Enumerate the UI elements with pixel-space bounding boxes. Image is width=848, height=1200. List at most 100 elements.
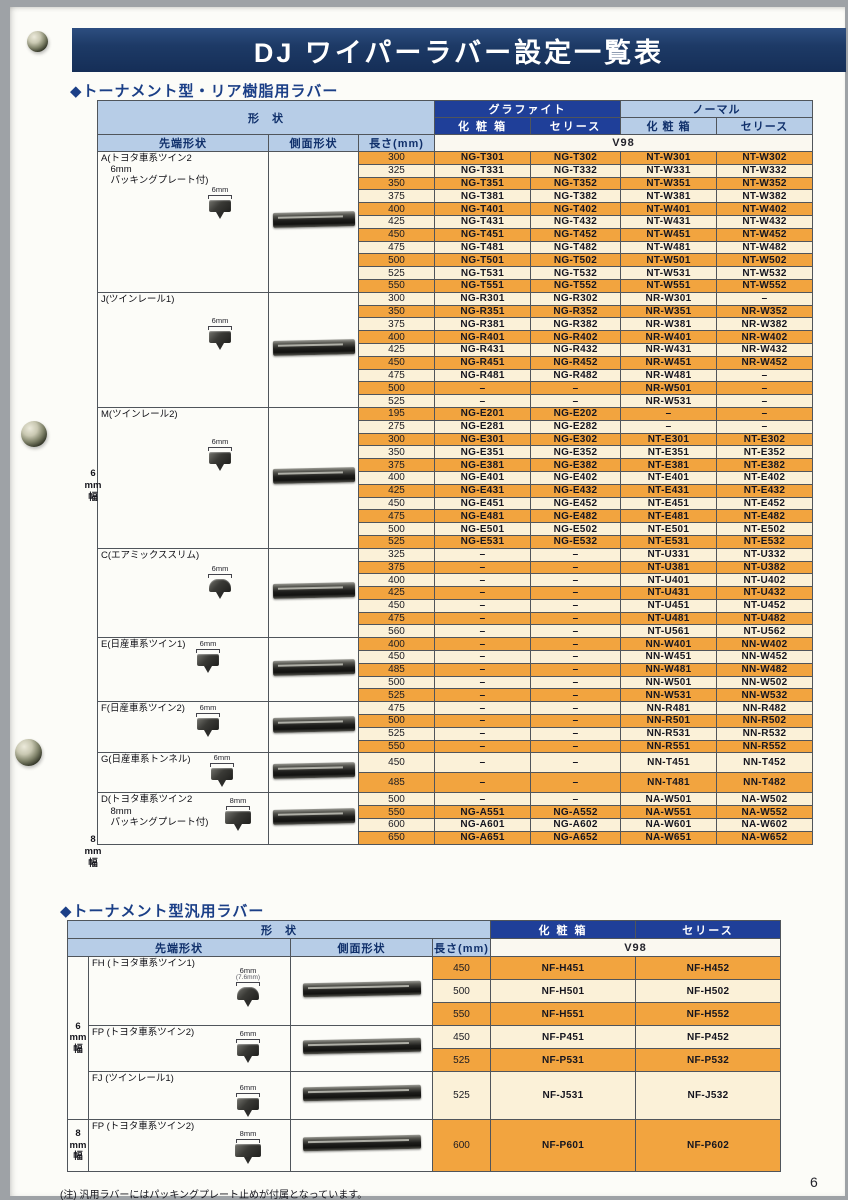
part-number-cell: NG-A652 <box>530 830 622 845</box>
part-number-cell: – <box>716 406 814 421</box>
side-shape-icon <box>272 658 355 676</box>
length-cell: 400 <box>357 470 436 485</box>
group-label: C(エアミックススリム) <box>101 549 200 561</box>
tip-shape-icon: 8mm <box>230 1130 266 1164</box>
part-number-cell: NT-W432 <box>716 214 814 229</box>
side-shape-cell <box>268 637 359 703</box>
width-group-label: 8 mm 幅 <box>67 1119 89 1172</box>
table-row: 400– – NT-U401 NT-U402 <box>98 573 814 588</box>
part-number-cell: NT-W401 <box>620 202 718 216</box>
table-row: 500 NF-H501 NF-H502 <box>68 979 781 1003</box>
length-cell: 450 <box>432 1025 491 1049</box>
table-row: 475 NG-T481 NG-T482 NT-W481 NT-W482 <box>98 240 814 255</box>
dimension-bracket <box>236 1092 260 1097</box>
part-number-cell: NT-W481 <box>620 240 718 255</box>
part-number-cell: NG-T482 <box>530 240 622 255</box>
general-rubber-table-body: 6 mm 幅 FH (トヨタ車系ツイン1) 6mm (7.6mm) 450 NF-H451… <box>67 956 781 1172</box>
part-number-cell: NG-A651 <box>434 830 532 845</box>
length-cell: 400 <box>357 202 436 216</box>
part-number-cell: NG-R481 <box>434 368 532 383</box>
page-title-banner: DJ ワイパーラバー設定一覧表 <box>72 28 846 72</box>
part-number-cell: NN-T451 <box>620 752 718 774</box>
part-number-cell: NG-T352 <box>530 176 622 191</box>
group-label: J(ツインレール1) <box>101 293 175 305</box>
part-number-cell: – <box>434 394 532 408</box>
tip-shape-cell: C(エアミックススリム) 6mm <box>97 547 269 639</box>
tip-shape-icon: 6mm <box>202 315 238 350</box>
part-number-cell: NG-T481 <box>434 240 532 255</box>
part-number-cell: NG-T501 <box>434 253 532 268</box>
length-cell: 450 <box>357 598 436 613</box>
part-number-cell: NT-W352 <box>716 176 814 191</box>
table-row: 375 NG-T381 NG-T382 NT-W381 NT-W382 <box>98 189 814 204</box>
side-shape-icon <box>272 338 355 356</box>
table-row: 525 NF-P531 NF-P532 <box>68 1048 781 1072</box>
table-row: 560– – NT-U561 NT-U562 <box>98 624 814 639</box>
part-number-cell: NG-R302 <box>530 291 622 306</box>
dimension-bracket <box>208 325 232 330</box>
part-number-cell: NT-E501 <box>620 522 718 536</box>
table-row: D(トヨタ車系ツイン2 8mm パッキングプレート付) 8mm 500– – NA-W5… <box>97 792 814 845</box>
length-cell: 475 <box>357 611 436 626</box>
length-cell: 525 <box>432 1071 491 1120</box>
width-dimension-label: 6mm <box>211 315 229 325</box>
side-shape-cell <box>290 956 433 1026</box>
part-number-cell: – <box>434 650 532 664</box>
length-cell: 350 <box>357 304 436 319</box>
header-length: 長さ(mm) <box>357 134 436 152</box>
dimension-bracket <box>208 194 232 199</box>
part-number-cell: NG-T431 <box>434 214 532 229</box>
part-number-cell: NT-W531 <box>620 266 718 280</box>
part-number-cell: NT-E502 <box>716 522 814 536</box>
part-number-cell: NN-W482 <box>716 662 814 677</box>
part-number-cell: NT-W451 <box>620 227 718 242</box>
part-number-cell: NG-T452 <box>530 227 622 242</box>
table-row: 500– – NN-R501 NN-R502 <box>98 714 814 728</box>
part-number-cell: NN-R502 <box>716 714 814 728</box>
table-row: 350 NG-E351 NG-E352 NT-E351 NT-E352 <box>98 445 814 460</box>
part-number-cell: NG-T301 <box>434 151 532 165</box>
header-graphite-sleeve: セリース <box>530 117 622 135</box>
part-number-cell: NT-W402 <box>716 202 814 216</box>
part-number-cell: NT-U432 <box>716 586 814 600</box>
tip-shape-icon: 6mm (7.6mm) <box>230 967 266 1008</box>
header-normal: ノーマル <box>620 100 814 118</box>
part-number-cell: NN-R531 <box>620 726 718 741</box>
width-dimension-label: 6mm <box>239 1029 257 1038</box>
tip-shape-icon: 6mm <box>190 704 226 738</box>
part-number-cell: NG-E402 <box>530 470 622 485</box>
dimension-bracket <box>236 1038 260 1043</box>
part-number-cell: – <box>530 726 622 741</box>
header-model-v98: V98 <box>490 938 781 957</box>
dimension-bracket <box>236 982 260 987</box>
length-cell: 300 <box>357 151 436 165</box>
part-number-cell: NT-U562 <box>716 624 814 639</box>
part-number-cell: NT-W552 <box>716 278 814 293</box>
length-cell: 600 <box>432 1119 491 1172</box>
header-tip-shape: 先端形状 <box>67 938 291 957</box>
part-number-cell: – <box>530 752 622 774</box>
table-row: 8 mm 幅 FP (トヨタ車系ツイン2) 8mm 600 NF-P601 NF-P602 <box>67 1119 781 1172</box>
length-cell: 525 <box>357 394 436 408</box>
side-shape-cell <box>268 406 359 549</box>
dimension-bracket <box>210 763 234 768</box>
part-number-cell: NG-E531 <box>434 534 532 549</box>
length-cell: 325 <box>357 547 436 562</box>
part-number-cell: – <box>434 598 532 613</box>
table-row: 485– – NN-W481 NN-W482 <box>98 662 814 677</box>
part-number-cell: NT-E402 <box>716 470 814 485</box>
part-number-cell: NF-J532 <box>635 1071 781 1120</box>
section-title-rear-rubber: ◆トーナメント型・リア樹脂用ラバー <box>70 83 339 100</box>
part-number-cell: NT-U431 <box>620 586 718 600</box>
length-cell: 550 <box>357 805 436 820</box>
part-number-cell: NN-W531 <box>620 688 718 703</box>
dimension-bracket <box>196 713 220 718</box>
group-label: M(ツインレール2) <box>101 408 178 420</box>
table-row: 550 NG-T551 NG-T552 NT-W551 NT-W552 <box>98 278 814 293</box>
part-number-cell: NT-E481 <box>620 509 718 524</box>
length-cell: 550 <box>357 278 436 293</box>
dimension-bracket <box>236 1138 260 1143</box>
part-number-cell: NG-A551 <box>434 805 532 820</box>
part-number-cell: NG-T451 <box>434 227 532 242</box>
part-number-cell: – <box>716 419 814 434</box>
